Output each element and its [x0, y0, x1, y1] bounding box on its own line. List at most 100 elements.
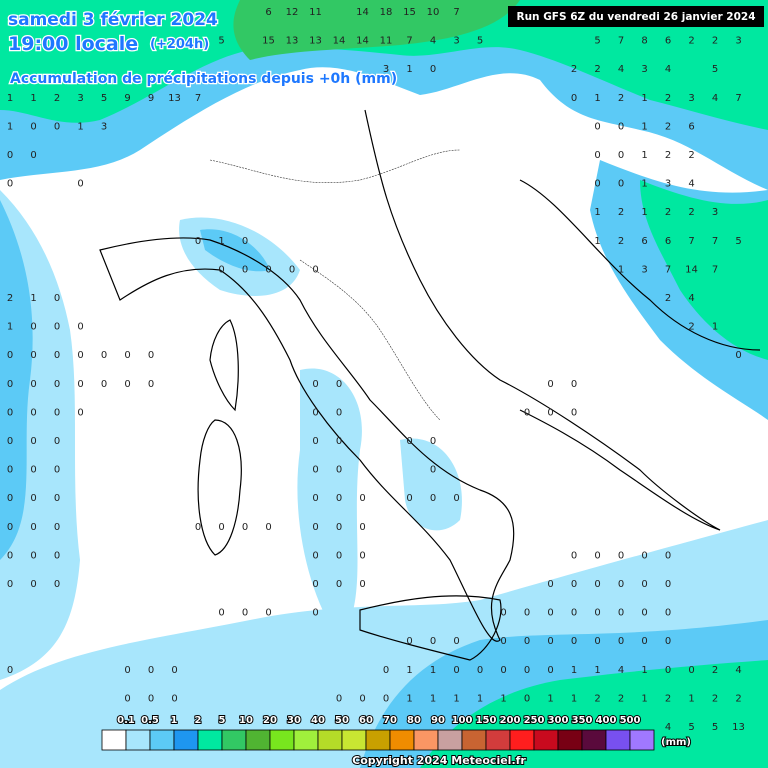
grid-value: 1: [712, 322, 718, 333]
grid-value: 2: [665, 93, 671, 104]
legend-swatch: [293, 729, 319, 751]
grid-value: 0: [430, 465, 436, 476]
legend-label: 2: [195, 715, 202, 726]
legend-swatch: [605, 729, 631, 751]
grid-value: 0: [524, 665, 530, 676]
grid-value: 0: [30, 407, 36, 418]
legend-swatch: [101, 729, 127, 751]
legend-label: 100: [452, 715, 473, 726]
grid-value: 2: [735, 693, 741, 704]
grid-value: 0: [30, 465, 36, 476]
grid-value: 0: [665, 636, 671, 647]
grid-value: 0: [547, 379, 553, 390]
grid-value: 0: [618, 608, 624, 619]
grid-value: 1: [453, 693, 459, 704]
legend-swatch: [557, 729, 583, 751]
grid-value: 0: [594, 179, 600, 190]
grid-value: 3: [712, 207, 718, 218]
grid-value: 1: [218, 236, 224, 247]
legend-swatch: [389, 729, 415, 751]
grid-value: 0: [641, 636, 647, 647]
legend-label: 70: [383, 715, 397, 726]
grid-value: 0: [30, 579, 36, 590]
grid-value: 0: [594, 579, 600, 590]
grid-value: 0: [383, 693, 389, 704]
grid-value: 0: [7, 493, 13, 504]
grid-value: 5: [712, 722, 718, 733]
grid-value: 1: [430, 693, 436, 704]
grid-value: 6: [265, 7, 271, 18]
grid-value: 0: [571, 550, 577, 561]
legend-swatch: [245, 729, 271, 751]
grid-value: 0: [618, 550, 624, 561]
grid-value: 5: [101, 93, 107, 104]
grid-value: 0: [54, 293, 60, 304]
grid-value: 0: [665, 608, 671, 619]
legend-label: 0.5: [141, 715, 159, 726]
legend-label: 60: [359, 715, 373, 726]
grid-value: 1: [406, 64, 412, 75]
grid-value: 0: [453, 636, 459, 647]
grid-value: 4: [688, 293, 694, 304]
grid-value: 2: [665, 693, 671, 704]
grid-value: 13: [286, 36, 299, 47]
grid-value: 0: [336, 379, 342, 390]
grid-value: 0: [30, 121, 36, 132]
grid-value: 0: [242, 608, 248, 619]
grid-value: 2: [688, 150, 694, 161]
grid-value: 1: [641, 179, 647, 190]
legend-unit: (mm): [661, 737, 691, 748]
subtitle: Accumulation de précipitations depuis +0…: [10, 71, 397, 87]
grid-value: 0: [336, 436, 342, 447]
grid-value: 0: [430, 493, 436, 504]
grid-value: 3: [383, 64, 389, 75]
legend-label: 300: [548, 715, 569, 726]
grid-value: 2: [712, 36, 718, 47]
grid-value: 0: [54, 493, 60, 504]
grid-value: 0: [406, 436, 412, 447]
grid-value: 3: [688, 93, 694, 104]
grid-value: 1: [77, 121, 83, 132]
grid-value: 0: [171, 693, 177, 704]
grid-value: 1: [641, 150, 647, 161]
grid-value: 0: [336, 465, 342, 476]
legend-swatch: [125, 729, 151, 751]
legend-swatch: [437, 729, 463, 751]
grid-value: 7: [618, 36, 624, 47]
legend-swatch: [317, 729, 343, 751]
grid-value: 0: [500, 608, 506, 619]
grid-value: 0: [54, 350, 60, 361]
grid-value: 6: [688, 121, 694, 132]
legend-label: 1: [171, 715, 178, 726]
grid-value: 4: [430, 36, 436, 47]
grid-value: 3: [735, 36, 741, 47]
legend: 0.1 0.5 1 2 5 10 20 30 40 50 60 70 80 90 100 150 200 250 3…: [101, 714, 692, 751]
grid-value: 0: [571, 636, 577, 647]
grid-value: 0: [54, 550, 60, 561]
grid-value: 0: [77, 379, 83, 390]
grid-value: 0: [30, 550, 36, 561]
grid-value: 0: [30, 150, 36, 161]
grid-value: 0: [312, 436, 318, 447]
grid-value: 5: [712, 64, 718, 75]
grid-value: 5: [477, 36, 483, 47]
grid-value: 0: [54, 522, 60, 533]
grid-value: 5: [735, 236, 741, 247]
grid-value: 0: [312, 608, 318, 619]
grid-value: 0: [54, 579, 60, 590]
legend-label: 500: [620, 715, 641, 726]
grid-value: 0: [594, 150, 600, 161]
grid-value: 14: [685, 264, 698, 275]
grid-value: 1: [477, 693, 483, 704]
grid-value: 1: [547, 693, 553, 704]
grid-value: 7: [665, 264, 671, 275]
grid-value: 0: [7, 665, 13, 676]
grid-value: 0: [430, 64, 436, 75]
grid-value: 0: [618, 150, 624, 161]
grid-value: 0: [54, 121, 60, 132]
grid-value: 0: [500, 636, 506, 647]
grid-value: 15: [262, 36, 275, 47]
grid-value: 0: [312, 550, 318, 561]
grid-value: 18: [380, 7, 393, 18]
grid-value: 0: [571, 608, 577, 619]
